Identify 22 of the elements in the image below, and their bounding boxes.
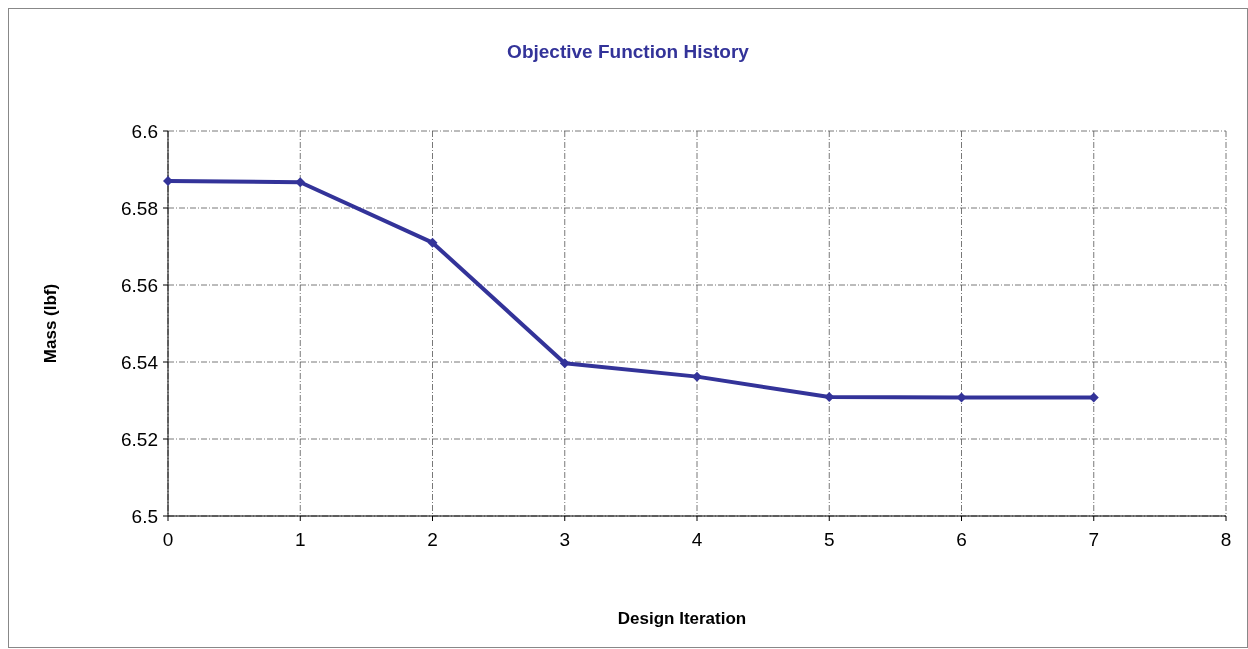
y-axis-title: Mass (lbf) [41, 283, 60, 364]
x-tick-label: 1 [294, 529, 306, 550]
point [295, 177, 306, 188]
y-tick-label: 6.52 [121, 428, 158, 450]
point [692, 371, 702, 382]
x-tick-label: 2 [427, 529, 438, 550]
point [427, 237, 438, 248]
x-tick-label: 3 [559, 529, 571, 550]
x-tick-label: 8 [1220, 529, 1232, 550]
y-tick-label: 6.5 [131, 505, 158, 527]
x-tick-label: 5 [823, 529, 835, 550]
y-tick-label: 6.54 [121, 351, 159, 373]
y-tick-label: 6.6 [131, 120, 158, 142]
x-tick-label: 0 [162, 529, 174, 550]
point [559, 358, 570, 369]
x-axis-title: Design Iteration [617, 609, 747, 628]
y-tick-label: 6.58 [121, 197, 158, 219]
x-tick-label: 6 [956, 529, 967, 550]
y-tick-label: 6.56 [121, 274, 158, 296]
x-tick-label: 4 [691, 529, 703, 550]
chart-title: Objective Function History [507, 41, 750, 62]
x-tick-label: 7 [1088, 529, 1100, 550]
